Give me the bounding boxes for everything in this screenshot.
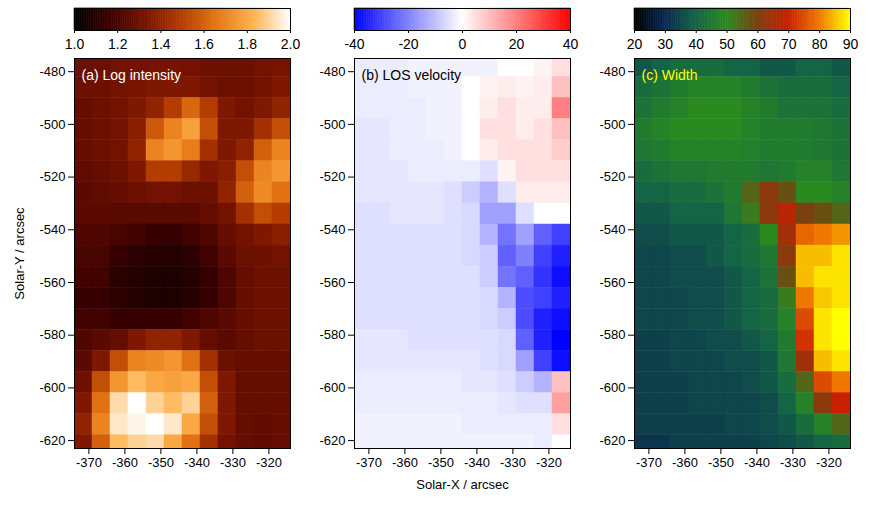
svg-text:50: 50 bbox=[719, 36, 735, 52]
svg-text:(a) Log intensity: (a) Log intensity bbox=[82, 67, 182, 83]
svg-text:80: 80 bbox=[812, 36, 828, 52]
svg-text:60: 60 bbox=[750, 36, 766, 52]
svg-text:1.6: 1.6 bbox=[194, 36, 214, 52]
svg-text:-500: -500 bbox=[319, 117, 345, 132]
svg-text:-520: -520 bbox=[39, 169, 65, 184]
svg-text:-580: -580 bbox=[319, 327, 345, 342]
svg-text:-620: -620 bbox=[39, 433, 65, 448]
svg-text:70: 70 bbox=[781, 36, 797, 52]
svg-text:-560: -560 bbox=[599, 275, 625, 290]
svg-text:-500: -500 bbox=[39, 117, 65, 132]
svg-text:-370: -370 bbox=[356, 455, 382, 470]
svg-text:-600: -600 bbox=[599, 380, 625, 395]
svg-text:1.0: 1.0 bbox=[65, 36, 85, 52]
svg-text:Solar-X / arcsec: Solar-X / arcsec bbox=[416, 477, 509, 492]
svg-text:-520: -520 bbox=[319, 169, 345, 184]
svg-text:20: 20 bbox=[627, 36, 643, 52]
svg-text:-370: -370 bbox=[76, 455, 102, 470]
svg-text:-330: -330 bbox=[220, 455, 246, 470]
svg-text:1.4: 1.4 bbox=[151, 36, 171, 52]
svg-text:-540: -540 bbox=[319, 222, 345, 237]
svg-text:-360: -360 bbox=[672, 455, 698, 470]
svg-text:-540: -540 bbox=[599, 222, 625, 237]
svg-text:-40: -40 bbox=[344, 36, 364, 52]
svg-text:-320: -320 bbox=[256, 455, 282, 470]
svg-text:-620: -620 bbox=[599, 433, 625, 448]
svg-text:-520: -520 bbox=[599, 169, 625, 184]
svg-text:-500: -500 bbox=[599, 117, 625, 132]
svg-text:-340: -340 bbox=[744, 455, 770, 470]
svg-text:-370: -370 bbox=[636, 455, 662, 470]
svg-text:30: 30 bbox=[658, 36, 674, 52]
svg-text:-340: -340 bbox=[184, 455, 210, 470]
svg-text:90: 90 bbox=[843, 36, 859, 52]
svg-text:-350: -350 bbox=[708, 455, 734, 470]
svg-text:0: 0 bbox=[459, 36, 467, 52]
svg-text:-480: -480 bbox=[319, 64, 345, 79]
svg-text:-320: -320 bbox=[536, 455, 562, 470]
svg-text:40: 40 bbox=[688, 36, 704, 52]
svg-text:-600: -600 bbox=[39, 380, 65, 395]
svg-text:-330: -330 bbox=[780, 455, 806, 470]
svg-text:-350: -350 bbox=[428, 455, 454, 470]
svg-text:-350: -350 bbox=[148, 455, 174, 470]
svg-text:Solar-Y / arcsec: Solar-Y / arcsec bbox=[12, 207, 27, 300]
svg-text:-480: -480 bbox=[599, 64, 625, 79]
svg-text:1.2: 1.2 bbox=[108, 36, 128, 52]
svg-text:-560: -560 bbox=[39, 275, 65, 290]
svg-text:-360: -360 bbox=[112, 455, 138, 470]
svg-text:-600: -600 bbox=[319, 380, 345, 395]
svg-text:-20: -20 bbox=[398, 36, 418, 52]
svg-text:-330: -330 bbox=[500, 455, 526, 470]
svg-text:-580: -580 bbox=[599, 327, 625, 342]
svg-text:-320: -320 bbox=[816, 455, 842, 470]
svg-text:-480: -480 bbox=[39, 64, 65, 79]
svg-text:40: 40 bbox=[563, 36, 579, 52]
svg-text:(b) LOS velocity: (b) LOS velocity bbox=[362, 67, 462, 83]
svg-text:-340: -340 bbox=[464, 455, 490, 470]
svg-text:-580: -580 bbox=[39, 327, 65, 342]
svg-text:-560: -560 bbox=[319, 275, 345, 290]
svg-text:-620: -620 bbox=[319, 433, 345, 448]
svg-text:1.8: 1.8 bbox=[238, 36, 258, 52]
svg-text:-360: -360 bbox=[392, 455, 418, 470]
svg-text:-540: -540 bbox=[39, 222, 65, 237]
svg-text:(c) Width: (c) Width bbox=[642, 67, 698, 83]
svg-text:2.0: 2.0 bbox=[281, 36, 301, 52]
svg-text:20: 20 bbox=[509, 36, 525, 52]
